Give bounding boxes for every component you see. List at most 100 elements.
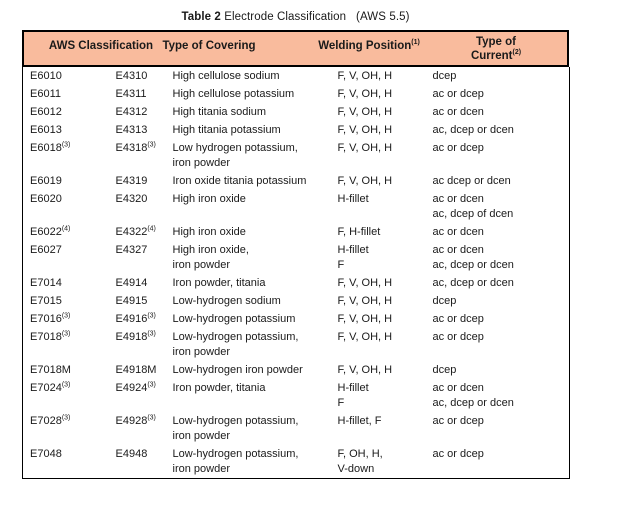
current-type-cell: dcep <box>433 67 570 85</box>
table-row: E6019 E4319 Iron oxide titania potassium… <box>23 172 570 190</box>
iso-classification-cell: E4312 <box>115 106 148 118</box>
iso-classification-cell: E4914 <box>115 277 148 289</box>
aws-classification-cell: E6020 <box>30 193 62 205</box>
welding-position-cell: F, V, OH, H <box>338 361 433 379</box>
covering-line: iron powder <box>172 259 230 271</box>
covering-line: Low-hydrogen potassium, <box>172 331 299 343</box>
position-line: F, V, OH, H <box>337 124 393 136</box>
table-row: E7015 E4915 Low-hydrogen sodium F, V, OH… <box>23 292 570 310</box>
table-row: E7014 E4914 Iron powder, titania F, V, O… <box>23 274 570 292</box>
covering-cell: High titania sodium <box>173 103 338 121</box>
current-line: ac or dcen <box>432 244 484 256</box>
position-line: V-down <box>337 463 375 475</box>
welding-position-cell: F, V, OH, H <box>338 85 433 103</box>
aws-classification-cell: E7048 <box>30 448 62 460</box>
covering-cell: Low-hydrogen potassium, iron powder <box>173 412 338 445</box>
current-type-cell: dcep <box>433 292 570 310</box>
table-row: E6013 E4313 High titania potassium F, V,… <box>23 121 570 139</box>
current-line: dcep <box>432 70 457 82</box>
current-type-cell: ac or dcep <box>433 85 570 103</box>
position-line: F, V, OH, H <box>337 70 393 82</box>
current-type-cell: ac, dcep or dcen <box>433 121 570 139</box>
current-line: ac or dcep <box>432 88 484 100</box>
position-line: F, V, OH, H <box>337 364 393 376</box>
current-line: ac, dcep of dcen <box>432 208 514 220</box>
covering-line: Low hydrogen potassium, <box>172 142 298 154</box>
covering-line: Low-hydrogen iron powder <box>172 364 303 376</box>
footnote-marker: (3) <box>147 312 156 320</box>
footnote-marker: (3) <box>61 312 71 320</box>
footnote-marker: (3) <box>147 381 156 389</box>
covering-line: Low-hydrogen potassium <box>172 313 296 325</box>
table-body: E6010 E4310 High cellulose sodium F, V, … <box>23 67 570 479</box>
footnote-marker: (3) <box>147 141 156 149</box>
footnote-marker: (3) <box>61 330 71 338</box>
aws-classification-cell: E6022(4) <box>30 225 71 238</box>
covering-line: Low-hydrogen potassium, <box>172 448 299 460</box>
table-row: E7048 E4948 Low-hydrogen potassium, iron … <box>23 445 570 479</box>
iso-classification-cell: E4320 <box>115 193 148 205</box>
iso-classification-cell: E4928(3) <box>115 414 156 427</box>
footnote-marker: (4) <box>61 225 71 233</box>
table-row: E6011 E4311 High cellulose potassium F, … <box>23 85 570 103</box>
position-line: F, OH, H, <box>337 448 383 460</box>
current-line: dcep <box>432 295 457 307</box>
position-line: F, V, OH, H <box>337 313 393 325</box>
current-line: ac or dcen <box>432 193 484 205</box>
welding-position-cell: H-fillet <box>338 190 433 223</box>
welding-position-cell: F, V, OH, H <box>338 310 433 328</box>
iso-classification-cell: E4915 <box>115 295 148 307</box>
table-row: E7016(3) E4916(3) Low-hydrogen potassium… <box>23 310 570 328</box>
iso-classification-cell: E4318(3) <box>115 141 156 154</box>
table-row: E7018(3) E4918(3) Low-hydrogen potassium… <box>23 328 570 361</box>
current-line: ac dcep or dcen <box>432 175 511 187</box>
table-number: Table 2 <box>181 11 221 23</box>
aws-classification-cell: E6011 <box>30 88 61 100</box>
position-line: F, V, OH, H <box>337 88 393 100</box>
aws-classification-cell: E6012 <box>30 106 62 118</box>
covering-cell: High iron oxide, iron powder <box>173 241 338 274</box>
covering-cell: Low-hydrogen iron powder <box>173 361 338 379</box>
current-type-cell: ac or dcen ac, dcep or dcen <box>433 241 570 274</box>
welding-position-cell: F, V, OH, H <box>338 121 433 139</box>
footnote-marker: (3) <box>61 141 71 149</box>
welding-position-cell: H-fillet F <box>338 379 433 412</box>
covering-cell: Iron oxide titania potassium <box>173 172 338 190</box>
covering-cell: High cellulose potassium <box>173 85 338 103</box>
welding-position-cell: F, OH, H, V-down <box>338 445 433 479</box>
position-line: F, V, OH, H <box>337 277 393 289</box>
current-line: ac or dcen <box>432 106 484 118</box>
current-line: ac or dcen <box>432 382 484 394</box>
current-type-cell: ac or dcen <box>433 223 570 241</box>
covering-line: High titania potassium <box>172 124 281 136</box>
iso-classification-cell: E4327 <box>115 244 148 256</box>
current-line: ac or dcep <box>432 448 484 460</box>
table-header: AWS Classification Type of Covering Weld… <box>22 30 569 67</box>
aws-classification-cell: E7014 <box>30 277 62 289</box>
covering-cell: Low-hydrogen potassium, iron powder <box>173 445 338 479</box>
table-row: E6012 E4312 High titania sodium F, V, OH… <box>23 103 570 121</box>
welding-position-cell: H-fillet, F <box>338 412 433 445</box>
header-aws-classification: AWS Classification <box>48 40 154 52</box>
current-type-cell: ac or dcen <box>433 103 570 121</box>
iso-classification-cell: E4311 <box>115 88 147 100</box>
covering-line: iron powder <box>172 346 230 358</box>
page-title: Table 2 Electrode Classification (AWS 5.… <box>22 11 569 23</box>
position-line: F, V, OH, H <box>337 175 393 187</box>
covering-cell: Iron powder, titania <box>173 379 338 412</box>
welding-position-cell: F, V, OH, H <box>338 139 433 172</box>
iso-classification-cell: E4918(3) <box>115 330 156 343</box>
iso-classification-cell: E4918M <box>115 364 157 376</box>
header-type-of-covering: Type of Covering <box>162 40 256 52</box>
welding-position-cell: F, V, OH, H <box>338 103 433 121</box>
current-line: ac, dcep or dcen <box>432 397 514 409</box>
position-line: F, V, OH, H <box>337 106 393 118</box>
covering-cell: Low hydrogen potassium, iron powder <box>173 139 338 172</box>
covering-cell: Iron powder, titania <box>173 274 338 292</box>
table-row: E7018M E4918M Low-hydrogen iron powder F… <box>23 361 570 379</box>
footnote-marker-1: (1) <box>411 39 420 47</box>
current-line: ac, dcep or dcen <box>432 124 514 136</box>
current-line: ac or dcep <box>432 313 484 325</box>
position-line: F <box>337 259 345 271</box>
covering-line: High cellulose sodium <box>172 70 280 82</box>
